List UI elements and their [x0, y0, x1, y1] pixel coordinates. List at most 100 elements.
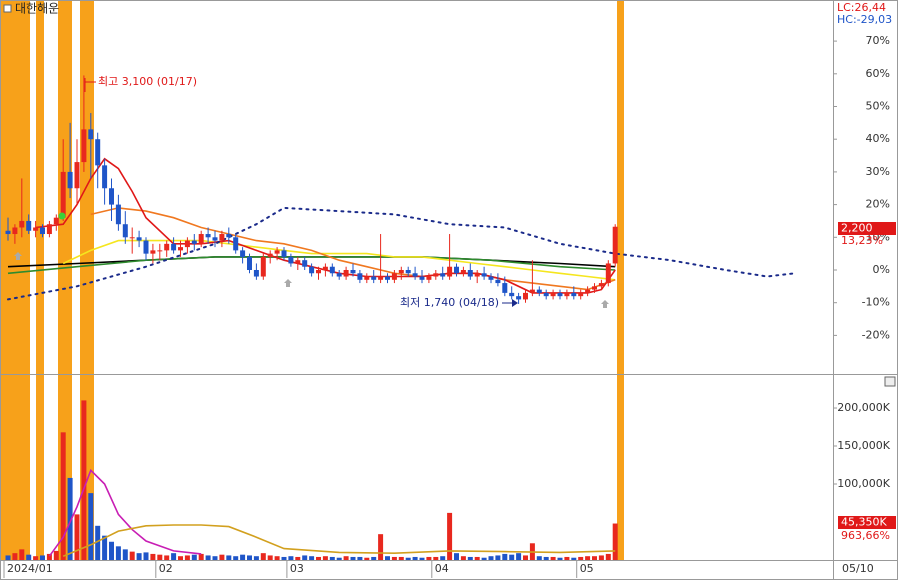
volume-bar — [419, 557, 425, 560]
volume-bar — [433, 556, 439, 560]
x-tick-label: 05 — [580, 562, 594, 575]
candle-body — [247, 256, 252, 270]
candle-body — [543, 292, 549, 297]
volume-bar — [536, 556, 542, 560]
volume-bar — [226, 555, 232, 560]
candle-body — [502, 283, 508, 293]
checkbox[interactable] — [3, 4, 12, 13]
volume-bar — [357, 556, 363, 560]
candle-body — [564, 292, 570, 297]
volume-bar — [598, 555, 604, 560]
lc-label: LC:26,44 — [837, 1, 886, 14]
x-tick-label: 2024/01 — [7, 562, 53, 575]
volume-bar — [109, 541, 114, 560]
candle-body — [357, 273, 363, 280]
candle-body — [198, 234, 204, 244]
volume-bar — [571, 557, 577, 560]
candle-body — [488, 276, 494, 280]
y-tick-label: 40% — [866, 132, 890, 145]
volume-bar — [53, 550, 59, 560]
candle-body — [550, 292, 556, 297]
candle-body — [233, 237, 239, 251]
volume-bar — [60, 432, 66, 560]
volume-bar — [219, 554, 225, 560]
volume-bar — [115, 546, 121, 560]
candle-body — [364, 276, 370, 280]
moving-average-line — [48, 468, 202, 557]
volume-bar — [350, 556, 356, 560]
candle-body — [309, 266, 315, 274]
candle-body — [95, 139, 101, 166]
volume-bar — [81, 400, 87, 560]
cursor-date: 05/10 — [842, 562, 874, 575]
signal-band — [36, 0, 44, 560]
y-tick-label: 50% — [866, 100, 890, 113]
volume-bar — [129, 551, 135, 560]
volume-bar — [405, 557, 411, 560]
y-tick-label: 60% — [866, 67, 890, 80]
volume-bar — [412, 556, 418, 560]
volume-bar — [240, 554, 246, 560]
volume-bar — [12, 553, 18, 560]
candle-body — [585, 289, 591, 293]
volume-box — [838, 516, 896, 529]
last-change: 13,23% — [841, 234, 883, 247]
candle-body — [164, 243, 170, 251]
volume-bar — [295, 556, 301, 560]
volume-bar — [19, 549, 25, 560]
volume-bar — [585, 556, 591, 560]
low-arrow-head — [512, 299, 518, 307]
volume-bar — [557, 557, 563, 560]
volume-bar — [364, 557, 370, 560]
candle-body — [226, 234, 232, 238]
signal-band — [0, 0, 30, 560]
candle-body — [129, 237, 135, 239]
candle-body — [53, 217, 59, 225]
candle-body — [281, 250, 287, 257]
candle-body — [122, 224, 128, 238]
candle-body — [88, 129, 94, 140]
candle-body — [385, 276, 390, 280]
candle-body — [405, 269, 411, 274]
candle-body — [184, 240, 190, 248]
volume-bar — [302, 555, 308, 560]
volume-bar — [426, 556, 432, 560]
candle-body — [143, 240, 149, 254]
volume-bar — [253, 556, 259, 560]
panel-button[interactable] — [884, 376, 896, 387]
volume-bar — [605, 553, 611, 560]
signal-arrow — [601, 300, 609, 308]
volume-bar — [67, 477, 73, 560]
volume-bar — [88, 493, 94, 560]
volume-bar — [143, 552, 149, 560]
y-tick-label: 20% — [866, 198, 890, 211]
volume-bar — [164, 555, 170, 560]
volume-bar — [371, 556, 377, 560]
volume-bar — [343, 556, 349, 560]
low-note: 최저 1,740 (04/18) — [400, 296, 499, 309]
volume-bar — [578, 556, 584, 560]
stock-name: 대한해운 — [15, 2, 59, 16]
candle-body — [260, 256, 266, 277]
candle-body — [398, 269, 404, 274]
candle-body — [178, 247, 183, 251]
volume-bar — [316, 556, 321, 560]
candle-body — [467, 269, 473, 277]
y-tick-label: 200,000K — [837, 401, 890, 414]
volume-bar — [309, 556, 315, 560]
volume-bar — [191, 554, 197, 560]
volume-bar — [329, 556, 335, 560]
volume-bar — [260, 553, 266, 560]
last-price-box — [838, 222, 896, 235]
candle-body — [74, 162, 80, 189]
volume-bar — [171, 553, 177, 560]
candle-body — [516, 296, 522, 300]
candle-body — [219, 234, 225, 241]
volume-bar — [612, 523, 618, 560]
candle-body — [81, 129, 87, 163]
volume-bar — [467, 556, 473, 560]
volume-bar — [516, 553, 522, 560]
volume-bar — [150, 553, 156, 560]
volume-bar — [543, 556, 549, 560]
